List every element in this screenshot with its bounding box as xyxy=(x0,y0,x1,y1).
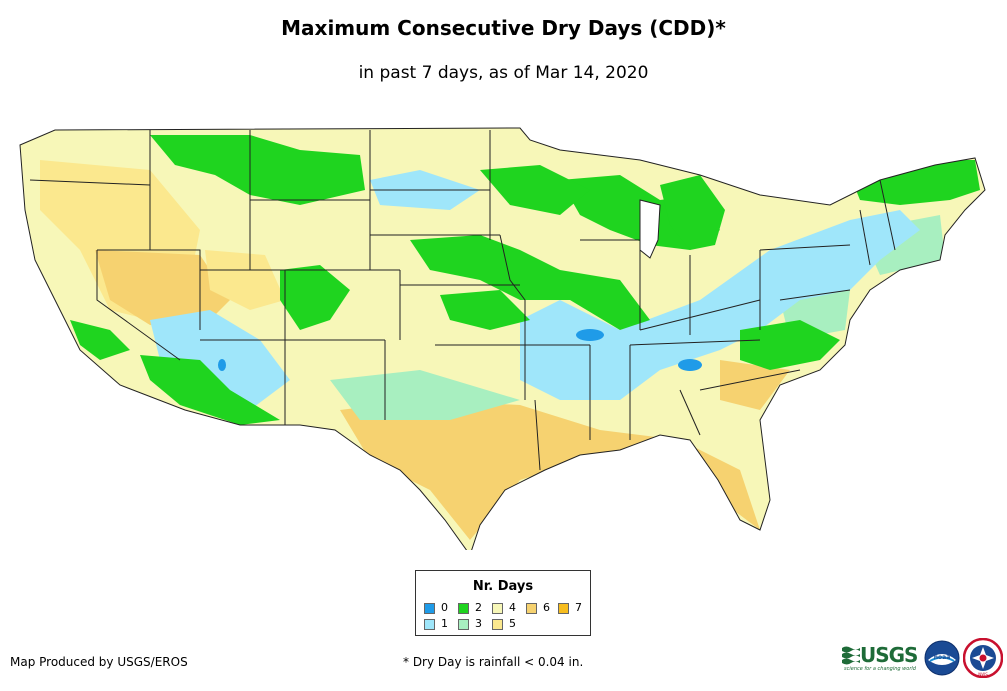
map-title: Maximum Consecutive Dry Days (CDD)* xyxy=(281,16,726,40)
legend-title: Nr. Days xyxy=(472,579,534,594)
legend-label-1: 1 xyxy=(441,617,448,630)
us-cdd-map xyxy=(19,127,986,550)
usgs-wave-icon xyxy=(842,646,860,665)
legend-swatch-1 xyxy=(424,618,435,630)
legend-item-0: 0 xyxy=(424,602,448,614)
usgs-tagline: science for a changing world xyxy=(844,666,916,672)
legend-label-7: 7 xyxy=(575,601,582,614)
legend-swatch-7 xyxy=(558,602,569,614)
legend-label-3: 3 xyxy=(475,617,482,630)
legend-swatch-3 xyxy=(458,618,469,630)
nws-logo-icon: NWS xyxy=(963,638,1003,678)
legend: Nr. Days 0 1 2 3 4 5 6 7 xyxy=(415,570,591,636)
legend-swatch-2 xyxy=(458,602,469,614)
noaa-logo-text: noaa xyxy=(934,654,951,661)
legend-item-7: 7 xyxy=(558,602,582,614)
legend-label-0: 0 xyxy=(441,601,448,614)
legend-label-6: 6 xyxy=(543,601,550,614)
map-producer-credit: Map Produced by USGS/EROS xyxy=(10,655,188,669)
map-subtitle: in past 7 days, as of Mar 14, 2020 xyxy=(358,63,649,83)
legend-label-4: 4 xyxy=(509,601,516,614)
legend-swatch-5 xyxy=(492,618,503,630)
state-borders xyxy=(19,127,986,550)
usgs-wordmark: USGS xyxy=(860,643,918,667)
legend-swatch-0 xyxy=(424,602,435,614)
lake-michigan xyxy=(639,199,661,259)
nws-logo-text: NWS xyxy=(978,672,988,677)
legend-item-6: 6 xyxy=(526,602,550,614)
usgs-logo: USGS science for a changing world xyxy=(842,640,920,676)
legend-swatch-4 xyxy=(492,602,503,614)
noaa-logo-icon: noaa xyxy=(924,640,960,676)
legend-item-2: 2 xyxy=(458,602,482,614)
legend-item-1: 1 xyxy=(424,618,448,630)
legend-label-5: 5 xyxy=(509,617,516,630)
legend-label-2: 2 xyxy=(475,601,482,614)
legend-item-3: 3 xyxy=(458,618,482,630)
dry-day-footnote: * Dry Day is rainfall < 0.04 in. xyxy=(403,655,584,669)
legend-item-4: 4 xyxy=(492,602,516,614)
legend-item-5: 5 xyxy=(492,618,516,630)
legend-swatch-6 xyxy=(526,602,537,614)
cdd-shading xyxy=(20,128,985,550)
